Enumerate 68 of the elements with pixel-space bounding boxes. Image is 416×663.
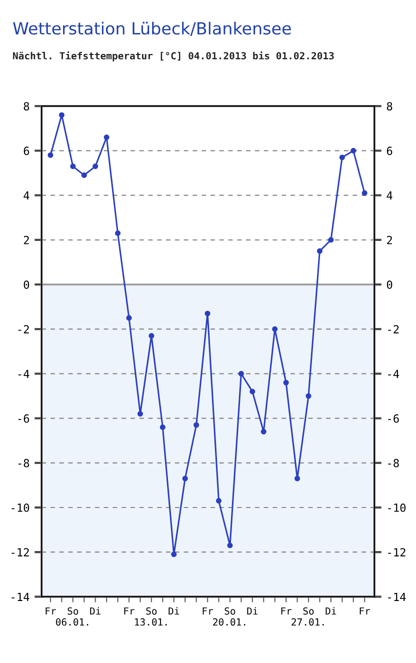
y-tick-label: 4 xyxy=(24,191,30,200)
y2-tick-label: 8 xyxy=(386,102,392,110)
y-tick-label: -12 xyxy=(12,548,29,556)
x-tick-label: So 06.01. xyxy=(56,607,88,626)
point xyxy=(148,333,154,339)
y-tick-label: -10 xyxy=(12,504,30,512)
point xyxy=(160,424,166,430)
point xyxy=(48,152,54,158)
point xyxy=(350,148,356,154)
point xyxy=(137,411,144,417)
y2-tick-label: 0 xyxy=(386,280,392,289)
point xyxy=(294,476,300,482)
y2-tick-label: 6 xyxy=(386,146,392,156)
y-tick-label: -2 xyxy=(18,325,29,334)
y-tick-label: -8 xyxy=(18,458,30,468)
y-tick-label: 6 xyxy=(24,146,30,156)
x-tick-label: Fr xyxy=(202,607,214,615)
point xyxy=(227,542,233,548)
chart-title: Wetterstation Lübeck/Blankensee xyxy=(13,22,291,36)
point xyxy=(70,164,76,170)
x-tick-label: Di xyxy=(247,607,258,615)
point xyxy=(362,190,368,196)
point xyxy=(328,237,334,243)
y2-tick-label: -4 xyxy=(388,370,400,378)
y-tick-label: 8 xyxy=(24,102,30,110)
chart-subtitle: Nächtl. Tiefsttemperatur [°C] 04.01.2013 bis 01.02.2013 xyxy=(13,51,334,62)
y-tick-label: -4 xyxy=(18,370,30,378)
y-tick-label: -14 xyxy=(12,592,30,601)
point xyxy=(339,154,345,160)
x-tick-label: So 20.01. xyxy=(213,607,246,626)
y-tick-label: 2 xyxy=(24,236,29,244)
y2-tick-label: -12 xyxy=(388,548,406,556)
y-tick-label: -6 xyxy=(18,414,30,423)
x-tick-label: Fr xyxy=(124,607,134,615)
point xyxy=(260,428,266,434)
x-tick-label: Di xyxy=(326,607,336,615)
x-tick-label: Fr xyxy=(281,607,292,615)
y2-tick-label: -6 xyxy=(388,414,399,423)
point xyxy=(306,393,312,399)
x-tick-label: So 27.01. xyxy=(292,607,324,626)
x-tick-label: Di xyxy=(90,607,101,615)
point xyxy=(316,248,322,254)
y2-tick-label: -2 xyxy=(388,325,399,334)
x-tick-label: Di xyxy=(168,607,180,615)
x-tick-label: Fr xyxy=(46,607,56,615)
point xyxy=(283,380,289,386)
y2-tick-label: -8 xyxy=(388,458,399,468)
point xyxy=(216,498,222,504)
y2-tick-label: 4 xyxy=(386,191,392,200)
x-tick-label: So 13.01. xyxy=(135,607,167,626)
point xyxy=(238,370,244,376)
y-tick-label: 0 xyxy=(24,280,30,289)
point xyxy=(204,310,210,316)
y2-tick-label: 2 xyxy=(387,236,392,244)
point xyxy=(92,164,98,170)
point xyxy=(58,112,64,118)
point xyxy=(250,388,256,394)
y2-tick-label: -10 xyxy=(388,504,406,512)
x-tick-label: Fr xyxy=(360,607,370,615)
point xyxy=(115,230,121,236)
point xyxy=(104,134,110,140)
point xyxy=(171,552,177,558)
point xyxy=(81,172,87,178)
y2-tick-label: -14 xyxy=(388,592,406,601)
point xyxy=(182,476,188,482)
point xyxy=(272,326,278,332)
point xyxy=(126,315,132,321)
point xyxy=(194,422,200,428)
